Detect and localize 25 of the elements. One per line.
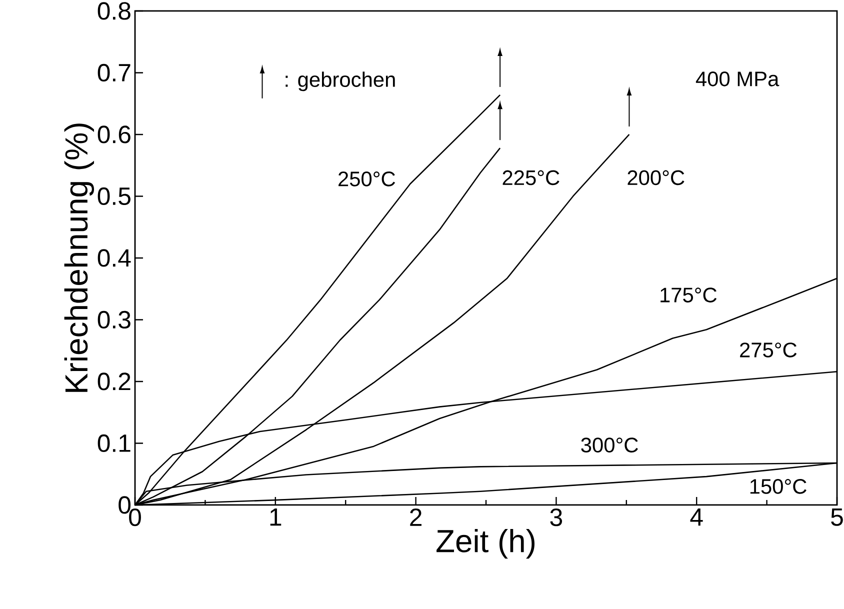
series-label: 250°C bbox=[338, 172, 396, 186]
annotation: : gebrochen bbox=[286, 72, 395, 92]
y-tick-label: 0.3 bbox=[98, 310, 130, 329]
annotation: 400 MPa bbox=[696, 72, 780, 86]
legend-label: 150°C bbox=[750, 479, 806, 494]
series-label: 300°C bbox=[581, 438, 638, 452]
x-tick-label: 1 bbox=[270, 508, 282, 526]
y-tick-label: 0.6 bbox=[98, 126, 130, 144]
y-tick-label: 0.7 bbox=[98, 64, 130, 82]
x-tick-label: 2 bbox=[410, 508, 422, 526]
y-tick-label: 0.2 bbox=[98, 372, 130, 390]
x-tick-label: 4 bbox=[690, 508, 703, 526]
series-label: 175°C bbox=[660, 288, 717, 302]
y-tick-label: 0.8 bbox=[98, 2, 130, 20]
y-axis-title: Kriechdehnung (%) bbox=[64, 124, 94, 392]
y-tick-label: 0.1 bbox=[98, 434, 130, 452]
series-label: 200°C bbox=[628, 170, 684, 186]
y-tick-label: 0.5 bbox=[98, 187, 130, 206]
y-tick-label: 0 bbox=[118, 496, 131, 514]
series-label: 275°C bbox=[740, 342, 797, 358]
series-label: 225°C bbox=[502, 170, 560, 186]
y-tick-label: 0.4 bbox=[98, 249, 131, 267]
x-axis-title: Zeit (h) bbox=[436, 528, 534, 559]
x-tick-label: 3 bbox=[550, 508, 562, 526]
x-tick-label: 5 bbox=[831, 508, 843, 526]
